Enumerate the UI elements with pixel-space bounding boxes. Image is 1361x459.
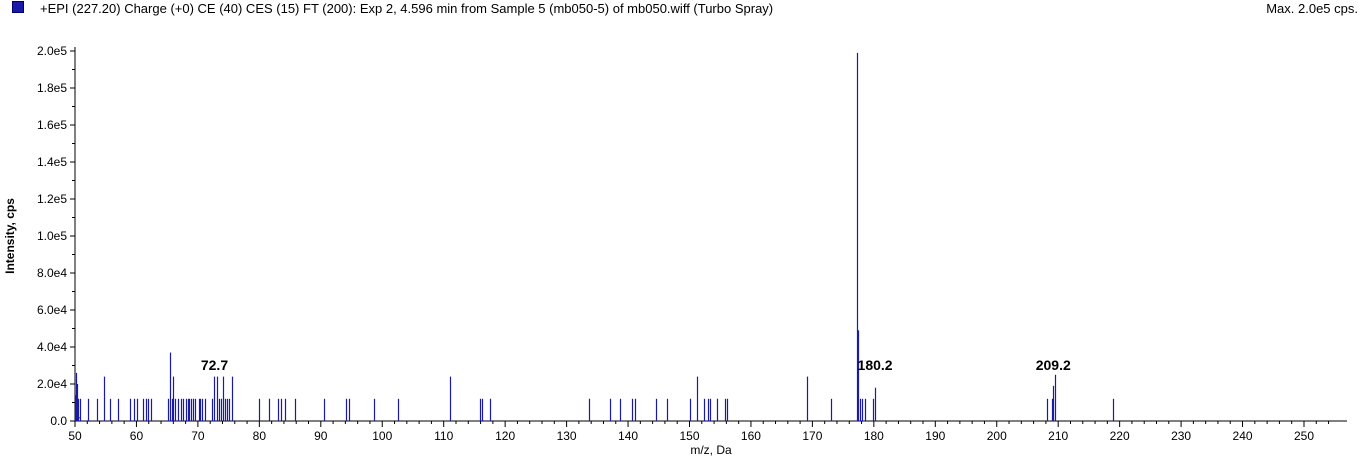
- x-tick-label: 180: [864, 429, 884, 443]
- peak-labels: 72.7 180.2 209.2: [201, 357, 1071, 373]
- axes: [74, 47, 1347, 422]
- x-tick-label: 150: [679, 429, 699, 443]
- y-tick-label: 2.0e5: [37, 44, 67, 58]
- y-axis-ticks: 0.0 2.0e4 4.0e4 6.0e4 8.0e4 1.0e5 1.2e5 1.4e5 1.…: [37, 44, 75, 428]
- y-tick-label: 4.0e4: [37, 340, 67, 354]
- origin-marker: [75, 411, 80, 421]
- max-intensity-label: Max. 2.0e5 cps.: [1266, 1, 1358, 16]
- x-tick-label: 210: [1048, 429, 1068, 443]
- x-tick-label: 60: [130, 429, 144, 443]
- x-tick-label: 190: [925, 429, 945, 443]
- x-tick-label: 70: [191, 429, 205, 443]
- x-tick-label: 100: [372, 429, 392, 443]
- x-tick-label: 240: [1233, 429, 1253, 443]
- x-tick-label: 120: [495, 429, 515, 443]
- y-tick-label: 1.8e5: [37, 81, 67, 95]
- x-tick-label: 50: [68, 429, 82, 443]
- x-tick-label: 200: [987, 429, 1007, 443]
- y-tick-label: 8.0e4: [37, 266, 67, 280]
- x-tick-label: 80: [253, 429, 267, 443]
- x-tick-label: 130: [557, 429, 577, 443]
- y-tick-label: 2.0e4: [37, 377, 67, 391]
- chart-title: +EPI (227.20) Charge (+0) CE (40) CES (1…: [40, 1, 774, 16]
- x-axis-ticks: 50 60 70 80 90 100 110 120 130 140 150 160 170 180 190…: [68, 421, 1330, 443]
- y-tick-label: 1.2e5: [37, 192, 67, 206]
- y-tick-label: 1.0e5: [37, 229, 67, 243]
- spectrum-peaks: [74, 52, 1115, 421]
- x-tick-label: 140: [618, 429, 638, 443]
- peak-annotation: 72.7: [201, 357, 228, 373]
- x-tick-label: 90: [314, 429, 328, 443]
- y-tick-label: 0.0: [50, 414, 67, 428]
- x-tick-label: 230: [1171, 429, 1191, 443]
- x-tick-label: 160: [741, 429, 761, 443]
- x-tick-label: 220: [1110, 429, 1130, 443]
- y-tick-label: 1.6e5: [37, 118, 67, 132]
- x-axis-label: m/z, Da: [690, 443, 732, 457]
- x-tick-label: 250: [1294, 429, 1314, 443]
- series-color-swatch: [12, 1, 24, 13]
- y-tick-label: 6.0e4: [37, 303, 67, 317]
- x-tick-label: 170: [802, 429, 822, 443]
- peak-annotation: 209.2: [1036, 357, 1071, 373]
- peak-annotation: 180.2: [858, 357, 893, 373]
- y-tick-label: 1.4e5: [37, 155, 67, 169]
- x-tick-label: 110: [434, 429, 453, 443]
- y-axis-label: Intensity, cps: [3, 198, 17, 274]
